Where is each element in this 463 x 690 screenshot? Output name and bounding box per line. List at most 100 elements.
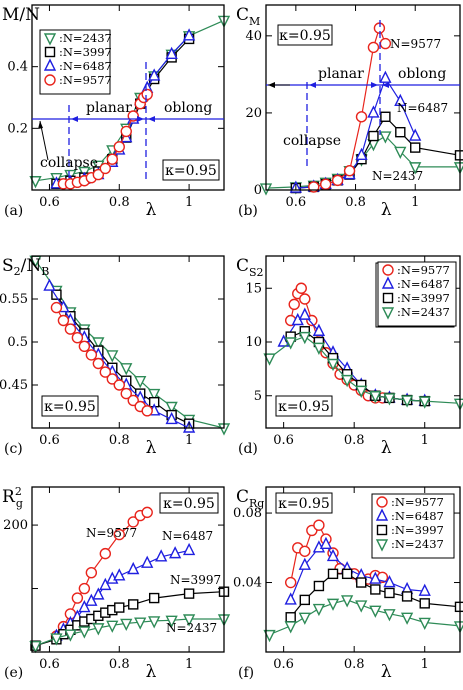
x-axis-label-a: λ [146,200,157,220]
y-tick-label-f-0: 0.04 [233,576,262,591]
data-point-c-3-6 [92,357,105,370]
data-point-f-1-8 [383,574,396,588]
data-point-f-3-8 [383,609,396,622]
arrow-head-b2 [371,82,378,88]
panel-c: 0.6 0.8 1 0.45 0.5 0.55 λ (c) S2/NB [0,255,231,458]
data-point-c-3-2 [64,323,77,335]
legend-marker-a-1 [44,46,56,58]
x-tick-label-e-0: 0.6 [39,657,60,672]
data-point-f-2-9 [419,598,430,609]
legend-d: :N=9577:N=6487:N=3997:N=2437 [377,261,457,327]
kappa-label-a: κ=0.95 [165,163,217,179]
legend-entry-f-2: :N=3997 [391,523,444,537]
data-point-f-2-3 [327,568,339,580]
data-point-e-1-7 [99,577,112,591]
data-point-e-3-0 [29,640,42,654]
plot-frame-f [265,486,461,653]
data-point-a-3-5 [92,168,105,181]
annotation-e-4: N=2437 [166,621,217,635]
x-axis-label-d: λ [381,438,392,458]
legend-entry-f-3: :N=2437 [391,537,444,551]
annotation-e-2: N=6487 [162,529,213,543]
data-point-c-0-9 [165,401,178,415]
data-point-c-1-0 [51,289,62,300]
data-point-e-0-7 [113,528,125,541]
legend-marker-f-1 [375,508,389,521]
data-point-e-1-5 [85,593,98,606]
data-point-f-3-1 [284,621,297,634]
kappa-frame-c [41,395,99,417]
data-point-d-3-9 [400,395,414,408]
legend-a: :N=2437:N=3997:N=6487:N=9577 [39,29,112,95]
kappa-label-d: κ=0.95 [278,399,330,415]
x-axis-label-e: λ [146,662,157,682]
data-point-f-1-3 [319,536,333,550]
y-axis-label-f: CRg [236,487,264,510]
data-point-c-2-9 [165,411,178,425]
y-tick-label-f-1: 0.08 [233,506,262,521]
data-point-e-0-3 [71,592,84,604]
kappa-frame-d [275,395,333,417]
data-point-f-2-4 [341,568,353,580]
data-point-d-3-0 [263,353,276,366]
data-point-e-3-1 [50,633,63,646]
annotation-b-2: planar [318,66,364,82]
series-line-c-1 [55,294,190,425]
data-point-e-1-9 [113,568,126,581]
kappa-box-e: κ=0.95 [159,492,219,514]
data-point-e-1-6 [92,587,105,600]
data-point-d-3-2 [298,331,311,345]
legend-marker-d-0 [382,264,394,276]
x-tick-label-a-2: 1 [185,195,193,210]
data-point-e-1-4 [78,600,91,613]
data-point-c-3-7 [99,366,112,378]
data-point-b-0-9 [394,146,407,160]
data-point-b-2-5 [355,147,368,161]
data-point-e-0-5 [85,566,98,579]
data-point-c-2-0 [43,278,56,291]
annotation-b-3: oblong [398,66,446,82]
kappa-label-e: κ=0.95 [163,496,215,512]
kappa-frame-b [277,24,333,46]
y-axis-label-d: CS2 [236,256,264,279]
data-point-b-2-7 [379,70,392,83]
panel-label-b: (b) [238,203,258,219]
kappa-label-f: κ=0.95 [278,496,330,512]
legend-entry-d-1: :N=6487 [397,277,450,291]
data-point-f-1-10 [418,583,431,596]
data-point-b-2-8 [394,93,407,107]
data-point-f-1-7 [369,571,382,584]
data-point-e-1-13 [168,546,182,559]
data-point-f-1-0 [284,592,297,605]
y-tick-label-a-0: 0.2 [7,121,28,136]
data-point-f-3-6 [355,600,368,613]
data-point-f-3-9 [400,612,414,625]
collapse-pointer-head-a [38,121,43,129]
data-point-d-3-11 [453,398,463,411]
legend-entry-d-3: :N=2437 [397,305,450,319]
legend-marker-f-0 [376,496,388,508]
legend-marker-a-3 [44,74,56,86]
data-point-f-2-10 [454,601,463,613]
data-point-a-3-6 [99,162,112,175]
data-point-b-1-8 [395,126,406,138]
kappa-box-c: κ=0.95 [41,395,99,417]
data-point-b-0-10 [409,162,422,175]
y-tick-label-d-2: 15 [245,281,262,296]
legend-entry-f-0: :N=9577 [391,495,444,509]
annotation-b-1: N=9577 [390,37,441,51]
data-point-f-2-6 [370,584,381,595]
legend-entry-a-1: :N=3997 [59,45,112,59]
data-point-d-1-2 [298,307,311,320]
data-point-f-0-4 [313,519,325,531]
y-tick-label-b-0: 0 [254,183,262,198]
arrow-head-b3 [382,82,389,88]
x-tick-label-d-0: 0.6 [273,433,294,448]
data-point-a-2-10 [148,68,161,81]
data-point-f-1-1 [298,557,311,570]
x-tick-label-c-0: 0.6 [39,433,60,448]
data-point-e-0-8 [127,516,139,528]
data-point-d-3-1 [284,337,297,350]
legend-marker-a-2 [43,58,57,71]
